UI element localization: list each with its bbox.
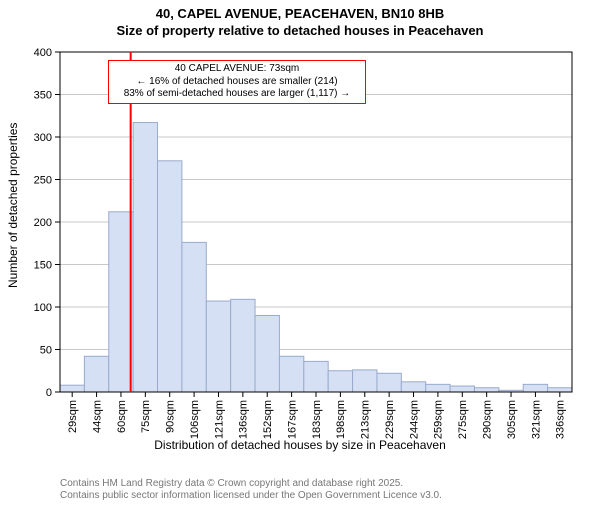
svg-text:121sqm: 121sqm bbox=[213, 400, 225, 439]
footer-attribution: Contains HM Land Registry data © Crown c… bbox=[60, 478, 442, 502]
svg-text:29sqm: 29sqm bbox=[67, 400, 79, 433]
svg-text:150: 150 bbox=[34, 260, 52, 272]
x-axis-label: Distribution of detached houses by size … bbox=[0, 438, 600, 452]
svg-text:290sqm: 290sqm bbox=[482, 400, 494, 439]
y-axis-label: Number of detached properties bbox=[6, 123, 20, 288]
svg-text:44sqm: 44sqm bbox=[91, 400, 103, 433]
histogram-chart: 0 50 100 150 200 250 300 350 400 29sqm 44sqm 60sqm 7… bbox=[0, 48, 600, 440]
svg-text:60sqm: 60sqm bbox=[116, 400, 128, 433]
svg-text:75sqm: 75sqm bbox=[140, 400, 152, 433]
chart-container: Number of detached properties 0 50 100 150 2… bbox=[0, 48, 600, 448]
svg-text:183sqm: 183sqm bbox=[311, 400, 323, 439]
svg-text:152sqm: 152sqm bbox=[262, 400, 274, 439]
svg-text:250: 250 bbox=[34, 175, 52, 187]
svg-text:350: 350 bbox=[34, 90, 52, 102]
svg-text:244sqm: 244sqm bbox=[408, 400, 420, 439]
svg-text:50: 50 bbox=[40, 345, 52, 357]
footer-line-2: Contains public sector information licen… bbox=[60, 490, 442, 502]
svg-text:275sqm: 275sqm bbox=[457, 400, 469, 439]
footer-line-1: Contains HM Land Registry data © Crown c… bbox=[60, 478, 442, 490]
annotation-line-2: ← 16% of detached houses are smaller (21… bbox=[113, 76, 361, 89]
chart-title-desc: Size of property relative to detached ho… bbox=[0, 23, 600, 38]
svg-text:198sqm: 198sqm bbox=[335, 400, 347, 439]
svg-text:259sqm: 259sqm bbox=[433, 400, 445, 439]
svg-text:213sqm: 213sqm bbox=[360, 400, 372, 439]
svg-text:200: 200 bbox=[34, 217, 52, 229]
svg-text:300: 300 bbox=[34, 132, 52, 144]
svg-text:229sqm: 229sqm bbox=[384, 400, 396, 439]
annotation-box: 40 CAPEL AVENUE: 73sqm ← 16% of detached… bbox=[108, 60, 366, 104]
svg-text:136sqm: 136sqm bbox=[238, 400, 250, 439]
svg-text:90sqm: 90sqm bbox=[165, 400, 177, 433]
svg-text:167sqm: 167sqm bbox=[286, 400, 298, 439]
svg-text:100: 100 bbox=[34, 302, 52, 314]
svg-text:0: 0 bbox=[46, 387, 52, 399]
svg-text:400: 400 bbox=[34, 48, 52, 59]
svg-text:106sqm: 106sqm bbox=[189, 400, 201, 439]
chart-title-address: 40, CAPEL AVENUE, PEACEHAVEN, BN10 8HB bbox=[0, 6, 600, 21]
annotation-line-1: 40 CAPEL AVENUE: 73sqm bbox=[113, 63, 361, 76]
svg-text:321sqm: 321sqm bbox=[530, 400, 542, 439]
svg-text:305sqm: 305sqm bbox=[506, 400, 518, 439]
svg-text:336sqm: 336sqm bbox=[555, 400, 567, 439]
annotation-line-3: 83% of semi-detached houses are larger (… bbox=[113, 88, 361, 101]
